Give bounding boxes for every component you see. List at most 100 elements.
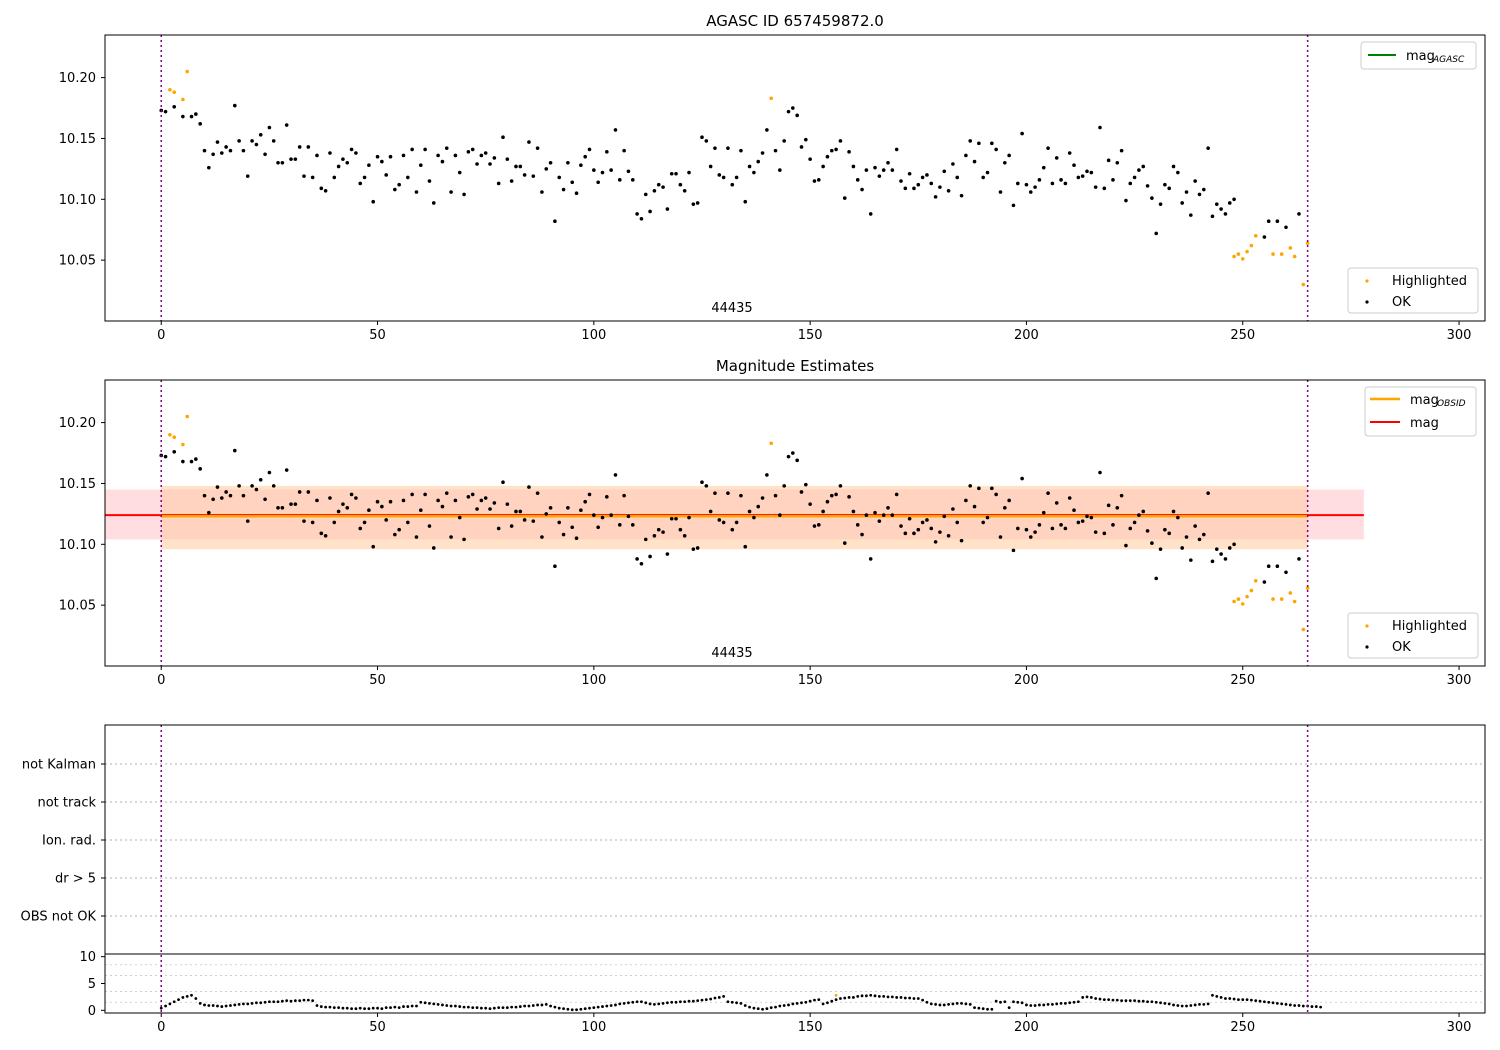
magnitude-xtick-label: 300 <box>1447 673 1472 688</box>
dr-point <box>1211 993 1214 997</box>
magnitude-point-ok <box>241 493 246 498</box>
agasc-point-ok <box>319 186 324 191</box>
magnitude-point-ok <box>587 492 592 497</box>
legend-swatch-highlighted <box>1365 279 1369 283</box>
agasc-point-ok <box>388 154 393 159</box>
magnitude-point-ok <box>570 525 575 530</box>
magnitude-point-ok <box>245 519 250 523</box>
agasc-point-highlighted <box>1288 246 1293 250</box>
magnitude-point-ok <box>1262 580 1267 584</box>
magnitude-point-ok <box>579 508 583 513</box>
magnitude-ytick-label: 10.15 <box>59 477 96 492</box>
dr-point <box>263 1000 267 1004</box>
dr-point <box>860 994 864 998</box>
agasc-point-highlighted <box>172 90 177 94</box>
agasc-point-ok <box>332 175 337 180</box>
dr-point <box>765 1007 769 1011</box>
magnitude-point-highlighted <box>1253 579 1258 583</box>
dr-point <box>1262 1000 1266 1004</box>
agasc-point-ok <box>933 195 938 199</box>
magnitude-point-ok <box>380 504 384 509</box>
magnitude-point-ok <box>431 546 436 550</box>
dr-ytick-label: 5 <box>88 977 96 992</box>
agasc-point-ok <box>1046 146 1050 150</box>
agasc-point-ok <box>1115 160 1120 165</box>
dr-point <box>717 996 721 999</box>
dr-point <box>1072 1000 1076 1004</box>
dr-point <box>994 999 998 1003</box>
magnitude-point-ok <box>630 523 635 527</box>
legend-sub-mag-agasc: AGASC <box>1432 55 1465 65</box>
magnitude-point-ok <box>890 513 895 517</box>
agasc-legend-points: Highlighted OK <box>1347 267 1479 314</box>
dr-point <box>955 1001 959 1005</box>
agasc-point-ok <box>730 182 735 187</box>
magnitude-point-ok <box>635 557 639 561</box>
dr-point <box>423 1001 427 1005</box>
dr-point <box>1193 1003 1197 1007</box>
magnitude-xtick-label: 250 <box>1230 673 1255 688</box>
magnitude-point-highlighted <box>1305 586 1310 590</box>
agasc-point-ok <box>678 182 683 187</box>
dr-point <box>696 999 700 1003</box>
dr-point <box>1293 1004 1297 1007</box>
agasc-point-ok <box>1020 131 1024 136</box>
legend-label-mag: mag <box>1410 416 1439 431</box>
agasc-point-ok <box>925 173 929 177</box>
flags-axes-frame <box>104 724 1486 1014</box>
dr-point <box>341 1006 345 1010</box>
magnitude-point-ok <box>669 516 674 521</box>
agasc-point-ok <box>868 212 873 216</box>
dr-point <box>999 1000 1002 1004</box>
magnitude-point-ok <box>834 492 838 497</box>
agasc-point-ok <box>1163 182 1167 187</box>
agasc-point-ok <box>163 109 168 114</box>
dr-point <box>934 1003 937 1006</box>
magnitude-point-ok <box>271 484 276 488</box>
agasc-point-ok <box>661 185 665 189</box>
dr-point <box>1219 996 1223 999</box>
agasc-point-ok <box>1041 165 1046 170</box>
magnitude-xtick-label: 100 <box>581 673 606 688</box>
magnitude-point-ok <box>332 520 337 525</box>
dr-point <box>635 1000 639 1004</box>
magnitude-point-ok <box>1171 509 1176 514</box>
magnitude-point-ok <box>1202 532 1206 537</box>
dr-point <box>293 999 297 1003</box>
magnitude-point-ok <box>998 535 1003 539</box>
dr-point <box>1111 998 1115 1002</box>
agasc-point-ok <box>951 162 955 166</box>
dr-point <box>657 1002 661 1006</box>
dr-point <box>1124 999 1128 1003</box>
dr-point <box>1003 1000 1007 1004</box>
agasc-point-ok <box>674 171 678 176</box>
agasc-point-ok <box>717 173 722 177</box>
legend-label-ok-2: OK <box>1392 640 1411 655</box>
magnitude-point-ok <box>384 518 388 522</box>
dr-point <box>774 1005 777 1009</box>
dr-point <box>1089 996 1093 999</box>
dr-point <box>1033 1004 1037 1007</box>
agasc-point-ok <box>488 162 492 166</box>
dr-point <box>1141 999 1145 1003</box>
magnitude-point-ok <box>1137 513 1141 517</box>
magnitude-point-highlighted <box>1249 588 1254 593</box>
legend-label-highlighted-2: Highlighted <box>1392 619 1467 634</box>
agasc-legend-lines: mag AGASC <box>1360 41 1477 70</box>
magnitude-point-ok <box>475 507 479 511</box>
agasc-point-ok <box>232 103 237 108</box>
dr-point <box>1081 996 1085 999</box>
agasc-point-ok <box>907 171 912 176</box>
dr-point <box>588 1006 591 1010</box>
flag-label: not track <box>37 796 96 811</box>
agasc-point-ok <box>1050 181 1055 186</box>
magnitude-point-ok <box>1054 501 1059 505</box>
magnitude-point-ok <box>1085 514 1089 519</box>
dr-point <box>159 1006 163 1010</box>
dr-point <box>449 1004 453 1008</box>
agasc-point-ok <box>401 153 406 158</box>
agasc-point-ok <box>622 148 626 153</box>
dr-point <box>172 1000 176 1004</box>
magnitude-point-ok <box>704 484 709 488</box>
dr-point <box>661 1001 665 1005</box>
